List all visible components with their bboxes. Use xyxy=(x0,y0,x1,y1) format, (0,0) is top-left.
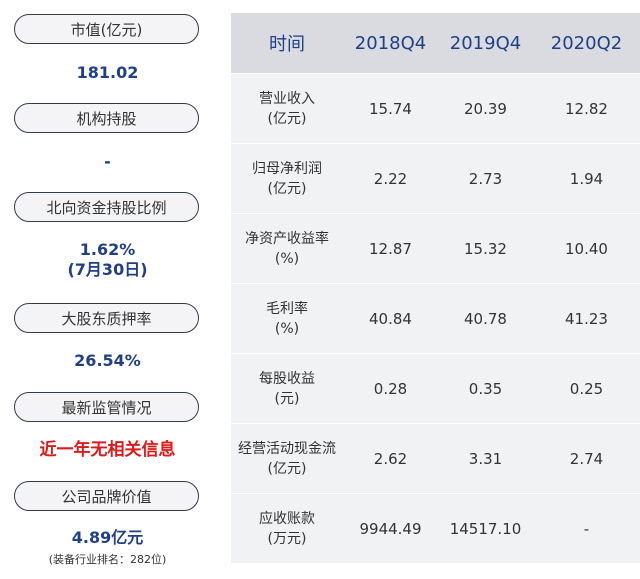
market-cap-label: 市值(亿元) xyxy=(14,14,199,44)
table-cell: 2.73 xyxy=(438,143,533,214)
row-label: 每股收益 (元) xyxy=(231,353,343,424)
table-row: 每股收益 (元) 0.28 0.35 0.25 xyxy=(231,353,640,424)
table-cell: 14517.10 xyxy=(438,493,533,563)
table-cell: 0.35 xyxy=(438,353,533,424)
table-cell: 12.87 xyxy=(343,213,438,284)
northbound-holding-label: 北向资金持股比例 xyxy=(14,192,199,222)
table-cell: - xyxy=(533,493,640,563)
table-row: 营业收入 (亿元) 15.74 20.39 12.82 xyxy=(231,73,640,144)
table-cell: 15.32 xyxy=(438,213,533,284)
pledge-ratio-label: 大股东质押率 xyxy=(14,303,199,333)
row-label: 净资产收益率 (%) xyxy=(231,213,343,284)
header-2020q2: 2020Q2 xyxy=(533,13,640,74)
table-row: 毛利率 (%) 40.84 40.78 41.23 xyxy=(231,283,640,354)
table-cell: 2.74 xyxy=(533,423,640,494)
table-cell: 10.40 xyxy=(533,213,640,284)
table-row: 经营活动现金流 (亿元) 2.62 3.31 2.74 xyxy=(231,423,640,494)
financial-table: 时间 2018Q4 2019Q4 2020Q2 营业收入 (亿元) 15.74 2… xyxy=(231,13,640,563)
row-label: 应收账款 (万元) xyxy=(231,493,343,563)
northbound-date: (7月30日) xyxy=(67,260,148,279)
institutional-holding-value: - xyxy=(104,152,111,171)
table-row: 归母净利润 (亿元) 2.22 2.73 1.94 xyxy=(231,143,640,214)
row-label: 经营活动现金流 (亿元) xyxy=(231,423,343,494)
table-cell: 0.25 xyxy=(533,353,640,424)
market-cap-value: 181.02 xyxy=(76,63,139,82)
regulation-label: 最新监管情况 xyxy=(14,392,199,422)
table-header-row: 时间 2018Q4 2019Q4 2020Q2 xyxy=(231,13,640,74)
table-cell: 3.31 xyxy=(438,423,533,494)
table-cell: 20.39 xyxy=(438,73,533,144)
table-cell: 40.84 xyxy=(343,283,438,354)
brand-value-label: 公司品牌价值 xyxy=(14,481,199,511)
northbound-holding-value: 1.62% (7月30日) xyxy=(0,240,215,280)
institutional-holding-label: 机构持股 xyxy=(14,103,199,133)
table-cell: 40.78 xyxy=(438,283,533,354)
table-row: 应收账款 (万元) 9944.49 14517.10 - xyxy=(231,493,640,563)
table-cell: 9944.49 xyxy=(343,493,438,563)
brand-rank-note: (装备行业排名：282位) xyxy=(48,553,167,566)
table-row: 净资产收益率 (%) 12.87 15.32 10.40 xyxy=(231,213,640,284)
pledge-ratio-value: 26.54% xyxy=(74,351,141,370)
northbound-percent: 1.62% xyxy=(79,240,136,259)
table-cell: 2.22 xyxy=(343,143,438,214)
header-2018q4: 2018Q4 xyxy=(343,13,438,74)
stock-summary-panel: 市值(亿元) 181.02 机构持股 - 北向资金持股比例 1.62% (7月3… xyxy=(0,0,215,579)
table-cell: 41.23 xyxy=(533,283,640,354)
brand-value: 4.89亿元 xyxy=(71,528,144,547)
table-cell: 0.28 xyxy=(343,353,438,424)
header-2019q4: 2019Q4 xyxy=(438,13,533,74)
row-label: 毛利率 (%) xyxy=(231,283,343,354)
header-time: 时间 xyxy=(231,13,343,74)
table-cell: 15.74 xyxy=(343,73,438,144)
regulation-value: 近一年无相关信息 xyxy=(39,440,176,460)
row-label: 归母净利润 (亿元) xyxy=(231,143,343,214)
row-label: 营业收入 (亿元) xyxy=(231,73,343,144)
table-cell: 12.82 xyxy=(533,73,640,144)
table-cell: 1.94 xyxy=(533,143,640,214)
table-cell: 2.62 xyxy=(343,423,438,494)
